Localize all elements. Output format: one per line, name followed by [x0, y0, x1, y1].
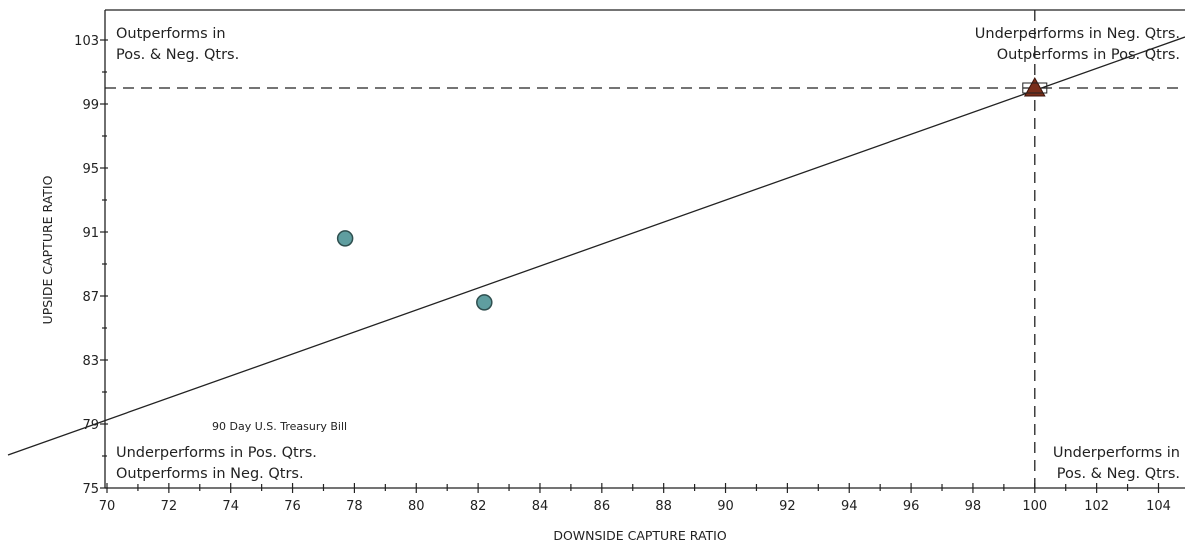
- x-tick-label: 80: [408, 499, 425, 514]
- quadrant-label-top-left: Pos. & Neg. Qtrs.: [116, 47, 239, 63]
- y-tick-label: 83: [82, 354, 99, 369]
- x-tick-label: 104: [1146, 499, 1171, 514]
- x-tick-label: 100: [1022, 499, 1047, 514]
- x-tick-label: 88: [655, 499, 672, 514]
- scatter-point: [336, 230, 354, 247]
- benchmark-triangle: [1023, 76, 1046, 97]
- x-axis-title: DOWNSIDE CAPTURE RATIO: [553, 528, 727, 543]
- annotation-label: 90 Day U.S. Treasury Bill: [212, 420, 347, 433]
- data-points: [336, 76, 1048, 311]
- x-tick-label: 92: [779, 499, 796, 514]
- annotations: 90 Day U.S. Treasury Bill: [212, 420, 347, 433]
- y-tick-label: 79: [82, 418, 99, 433]
- x-tick-label: 90: [717, 499, 734, 514]
- axes-frame: [104, 9, 1185, 489]
- x-tick-label: 98: [965, 499, 982, 514]
- x-axis-ticks: 70 72 74 76 78 80 82 84 86 88 90 92 94 96 98 100 102 104: [99, 483, 1171, 514]
- x-tick-label: 82: [470, 499, 487, 514]
- y-tick-label: 95: [82, 162, 99, 177]
- x-tick-label: 94: [841, 499, 858, 514]
- quadrant-label-bottom-left: Outperforms in Neg. Qtrs.: [116, 466, 304, 482]
- reference-dashed-lines: [105, 10, 1185, 488]
- x-tick-label: 74: [222, 499, 239, 514]
- quadrant-labels: Outperforms in Pos. & Neg. Qtrs. Underperf…: [116, 26, 1180, 482]
- x-tick-label: 96: [903, 499, 920, 514]
- benchmark-square: [1022, 82, 1048, 94]
- y-tick-label: 99: [82, 98, 99, 113]
- regression-line-group: [7, 36, 1185, 456]
- x-tick-label: 86: [594, 499, 611, 514]
- x-tick-label: 102: [1084, 499, 1109, 514]
- x-tick-label: 70: [99, 499, 116, 514]
- quadrant-label-bottom-right: Pos. & Neg. Qtrs.: [1057, 466, 1180, 482]
- quadrant-label-top-right: Underperforms in Neg. Qtrs.: [975, 26, 1180, 42]
- quadrant-label-top-left: Outperforms in: [116, 26, 226, 42]
- y-tick-label: 75: [82, 482, 99, 497]
- y-tick-label: 103: [74, 34, 99, 49]
- quadrant-label-top-right: Outperforms in Pos. Qtrs.: [997, 47, 1180, 63]
- y-tick-label: 91: [82, 226, 99, 241]
- x-tick-label: 84: [532, 499, 549, 514]
- quadrant-label-bottom-right: Underperforms in: [1053, 445, 1180, 461]
- y-axis-title: UPSIDE CAPTURE RATIO: [40, 175, 55, 324]
- regression-line: [7, 36, 1185, 456]
- scatter-point: [476, 294, 493, 311]
- quadrant-label-bottom-left: Underperforms in Pos. Qtrs.: [116, 445, 317, 461]
- y-axis-ticks: 75 79 83 87 91 95 99 103: [74, 34, 108, 497]
- x-tick-label: 76: [284, 499, 301, 514]
- x-tick-label: 72: [161, 499, 178, 514]
- x-tick-label: 78: [346, 499, 363, 514]
- y-tick-label: 87: [82, 290, 99, 305]
